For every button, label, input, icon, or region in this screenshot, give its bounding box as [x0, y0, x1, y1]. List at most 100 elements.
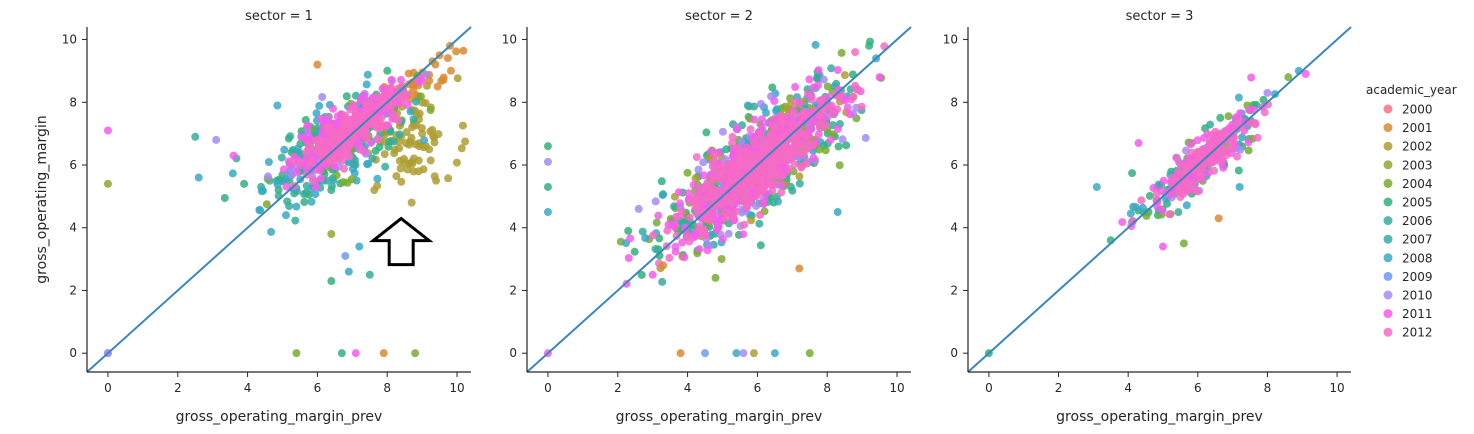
- scatter-point: [833, 66, 842, 74]
- legend-marker: [1383, 216, 1393, 226]
- scatter-point: [383, 66, 392, 75]
- scatter-point: [793, 148, 802, 157]
- scatter-point: [293, 144, 302, 153]
- y-tick-label: 10: [943, 33, 958, 47]
- scatter-point: [300, 190, 308, 198]
- scatter-point: [281, 211, 290, 220]
- scatter-point: [693, 202, 702, 211]
- scatter-point: [381, 162, 390, 171]
- scatter-point: [1224, 112, 1233, 121]
- x-tick-label: 4: [244, 381, 252, 395]
- scatter-point: [387, 83, 396, 92]
- scatter-point: [1171, 175, 1180, 184]
- scatter-point: [624, 226, 633, 235]
- scatter-point: [317, 174, 325, 183]
- scatter-point: [826, 135, 835, 144]
- scatter-point: [434, 130, 443, 139]
- scatter-point: [341, 251, 350, 260]
- scatter-point: [695, 245, 704, 254]
- legend-marker: [1383, 104, 1393, 114]
- scatter-point: [691, 194, 700, 203]
- x-axis-title: gross_operating_margin_prev: [176, 409, 383, 425]
- scatter-point: [324, 137, 333, 146]
- scatter-point: [461, 137, 470, 146]
- scatter-point: [277, 153, 286, 162]
- scatter-point: [397, 177, 406, 186]
- scatter-point: [665, 253, 674, 262]
- scatter-point: [1174, 208, 1183, 217]
- scatter-point: [343, 147, 352, 156]
- scatter-point: [768, 83, 777, 92]
- scatter-point: [342, 92, 351, 101]
- scatter-point: [777, 180, 786, 189]
- scatter-point: [674, 188, 683, 197]
- scatter-point: [432, 176, 441, 185]
- scatter-point: [379, 96, 387, 105]
- y-tick-label: 0: [69, 346, 77, 360]
- scatter-point: [308, 176, 317, 185]
- scatter-point: [676, 199, 684, 208]
- scatter-point: [364, 159, 373, 168]
- scatter-point: [805, 75, 814, 84]
- scatter-point: [1196, 171, 1205, 180]
- scatter-point: [543, 182, 552, 191]
- scatter-point: [1284, 73, 1293, 82]
- scatter-point: [368, 154, 377, 163]
- scatter-point: [641, 234, 650, 242]
- scatter-point: [834, 125, 842, 133]
- scatter-point: [347, 175, 356, 184]
- scatter-point: [312, 109, 321, 118]
- scatter-point: [750, 102, 759, 111]
- scatter-point: [1245, 105, 1254, 114]
- scatter-point: [1301, 70, 1310, 79]
- legend-entry-2009: 2009: [1383, 270, 1433, 284]
- x-tick-label: 2: [174, 381, 182, 395]
- scatter-points: [103, 41, 470, 358]
- scatter-point: [670, 202, 679, 211]
- scatter-point: [1233, 152, 1242, 161]
- scatter-point: [365, 270, 374, 279]
- scatter-point: [718, 234, 727, 243]
- scatter-point: [692, 153, 701, 162]
- scatter-point: [457, 144, 466, 153]
- scatter-point: [395, 144, 404, 153]
- scatter-point: [1193, 136, 1202, 145]
- scatter-point: [788, 186, 797, 195]
- scatter-point: [1214, 214, 1223, 223]
- scatter-point: [733, 125, 742, 134]
- scatter-point: [755, 165, 764, 174]
- scatter-point: [835, 161, 844, 170]
- legend-marker: [1383, 309, 1393, 319]
- scatter-point: [711, 273, 720, 282]
- legend-marker: [1383, 141, 1393, 151]
- scatter-point: [1118, 218, 1127, 227]
- up-arrow-icon: [368, 216, 434, 267]
- legend-entry-2008: 2008: [1383, 251, 1433, 265]
- scatter-point: [783, 105, 792, 114]
- scatter-point: [351, 349, 360, 358]
- scatter-point: [1216, 131, 1225, 140]
- scatter-point: [658, 191, 667, 200]
- scatter-point: [371, 146, 380, 155]
- scatter-point: [790, 160, 799, 169]
- scatter-point: [795, 264, 804, 273]
- scatter-point: [373, 174, 382, 183]
- x-tick-label: 2: [614, 381, 622, 395]
- scatter-point: [340, 114, 349, 123]
- scatter-point: [411, 349, 420, 358]
- scatter-point: [362, 134, 371, 143]
- scatter-point: [822, 121, 831, 130]
- scatter-point: [819, 75, 828, 84]
- scatter-point: [689, 181, 698, 189]
- scatter-point: [273, 180, 282, 189]
- x-tick-label: 2: [1055, 381, 1063, 395]
- legend-marker: [1383, 253, 1393, 263]
- scatter-point: [293, 168, 301, 177]
- y-tick-label: 4: [509, 221, 517, 235]
- x-tick-label: 10: [449, 381, 464, 395]
- scatter-point: [315, 101, 324, 110]
- y-tick-label: 2: [950, 283, 958, 297]
- scatter-point: [1216, 113, 1225, 122]
- scatter-point: [375, 124, 384, 133]
- scatter-point: [425, 145, 434, 154]
